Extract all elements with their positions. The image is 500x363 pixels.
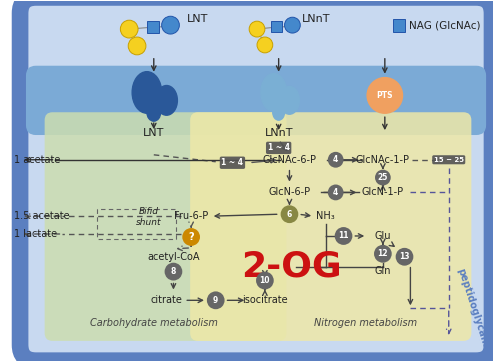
Text: citrate: citrate <box>150 295 182 305</box>
Ellipse shape <box>280 86 299 114</box>
FancyBboxPatch shape <box>190 112 472 341</box>
Circle shape <box>328 152 344 168</box>
Text: NAG (GlcNAc): NAG (GlcNAc) <box>410 20 481 30</box>
Text: 1 acetate: 1 acetate <box>14 155 60 165</box>
Text: 12: 12 <box>378 249 388 258</box>
Text: ?: ? <box>188 232 194 242</box>
Text: 25: 25 <box>378 173 388 182</box>
Text: 1 lactate: 1 lactate <box>14 229 58 239</box>
Text: Gln: Gln <box>374 266 391 276</box>
Text: LNT: LNT <box>188 14 208 24</box>
Text: Fru-6-P: Fru-6-P <box>174 211 208 221</box>
FancyBboxPatch shape <box>20 0 492 361</box>
Circle shape <box>162 16 180 34</box>
Text: LNnT: LNnT <box>302 14 330 24</box>
Text: 2-OG: 2-OG <box>241 250 342 284</box>
Text: 1 ~ 4: 1 ~ 4 <box>268 143 289 152</box>
Text: GlcNAc-6-P: GlcNAc-6-P <box>262 155 316 165</box>
Circle shape <box>182 228 200 246</box>
Bar <box>147 21 158 33</box>
Circle shape <box>256 272 274 289</box>
Circle shape <box>284 17 300 33</box>
FancyBboxPatch shape <box>26 66 486 135</box>
Circle shape <box>367 78 402 113</box>
Circle shape <box>374 245 392 263</box>
Text: 13: 13 <box>399 252 409 261</box>
Text: NH₃: NH₃ <box>316 211 335 221</box>
Text: 8: 8 <box>171 267 176 276</box>
Circle shape <box>128 37 146 55</box>
Text: Carbohydrate metabolism: Carbohydrate metabolism <box>90 318 218 328</box>
Ellipse shape <box>156 86 178 115</box>
Text: 10: 10 <box>260 276 270 285</box>
Text: GlcN-1-P: GlcN-1-P <box>362 187 404 197</box>
Text: PTS: PTS <box>376 91 393 100</box>
Circle shape <box>280 205 298 223</box>
Ellipse shape <box>261 74 286 111</box>
Text: isocitrate: isocitrate <box>242 295 288 305</box>
Ellipse shape <box>132 72 162 113</box>
Text: 15 ~ 25: 15 ~ 25 <box>434 157 464 163</box>
Text: LNnT: LNnT <box>264 128 293 138</box>
Text: GlcN-6-P: GlcN-6-P <box>268 187 310 197</box>
Circle shape <box>328 184 344 200</box>
Bar <box>271 21 281 32</box>
Bar <box>392 19 406 32</box>
Text: 6: 6 <box>287 210 292 219</box>
Text: 1.5 acetate: 1.5 acetate <box>14 211 70 221</box>
Text: 4: 4 <box>333 155 338 164</box>
Text: 1 ~ 4: 1 ~ 4 <box>222 158 244 167</box>
Circle shape <box>120 20 138 38</box>
Text: LNT: LNT <box>143 128 165 138</box>
Text: 9: 9 <box>213 296 218 305</box>
Text: GlcNAc-1-P: GlcNAc-1-P <box>356 155 410 165</box>
Text: peptidoglycans: peptidoglycans <box>456 266 491 350</box>
Circle shape <box>257 37 273 53</box>
Text: Bifid
shunt: Bifid shunt <box>136 208 162 227</box>
Text: Nitrogen metabolism: Nitrogen metabolism <box>314 318 416 328</box>
Circle shape <box>207 291 224 309</box>
Text: Glu: Glu <box>374 231 391 241</box>
Ellipse shape <box>273 104 284 120</box>
Circle shape <box>375 170 390 185</box>
Text: acetyl-CoA: acetyl-CoA <box>147 252 200 262</box>
Circle shape <box>396 248 413 266</box>
Circle shape <box>249 21 265 37</box>
Circle shape <box>334 227 352 245</box>
FancyBboxPatch shape <box>44 112 286 341</box>
Ellipse shape <box>147 103 160 121</box>
Circle shape <box>164 263 182 281</box>
Text: 4: 4 <box>333 188 338 197</box>
Text: 11: 11 <box>338 232 349 240</box>
